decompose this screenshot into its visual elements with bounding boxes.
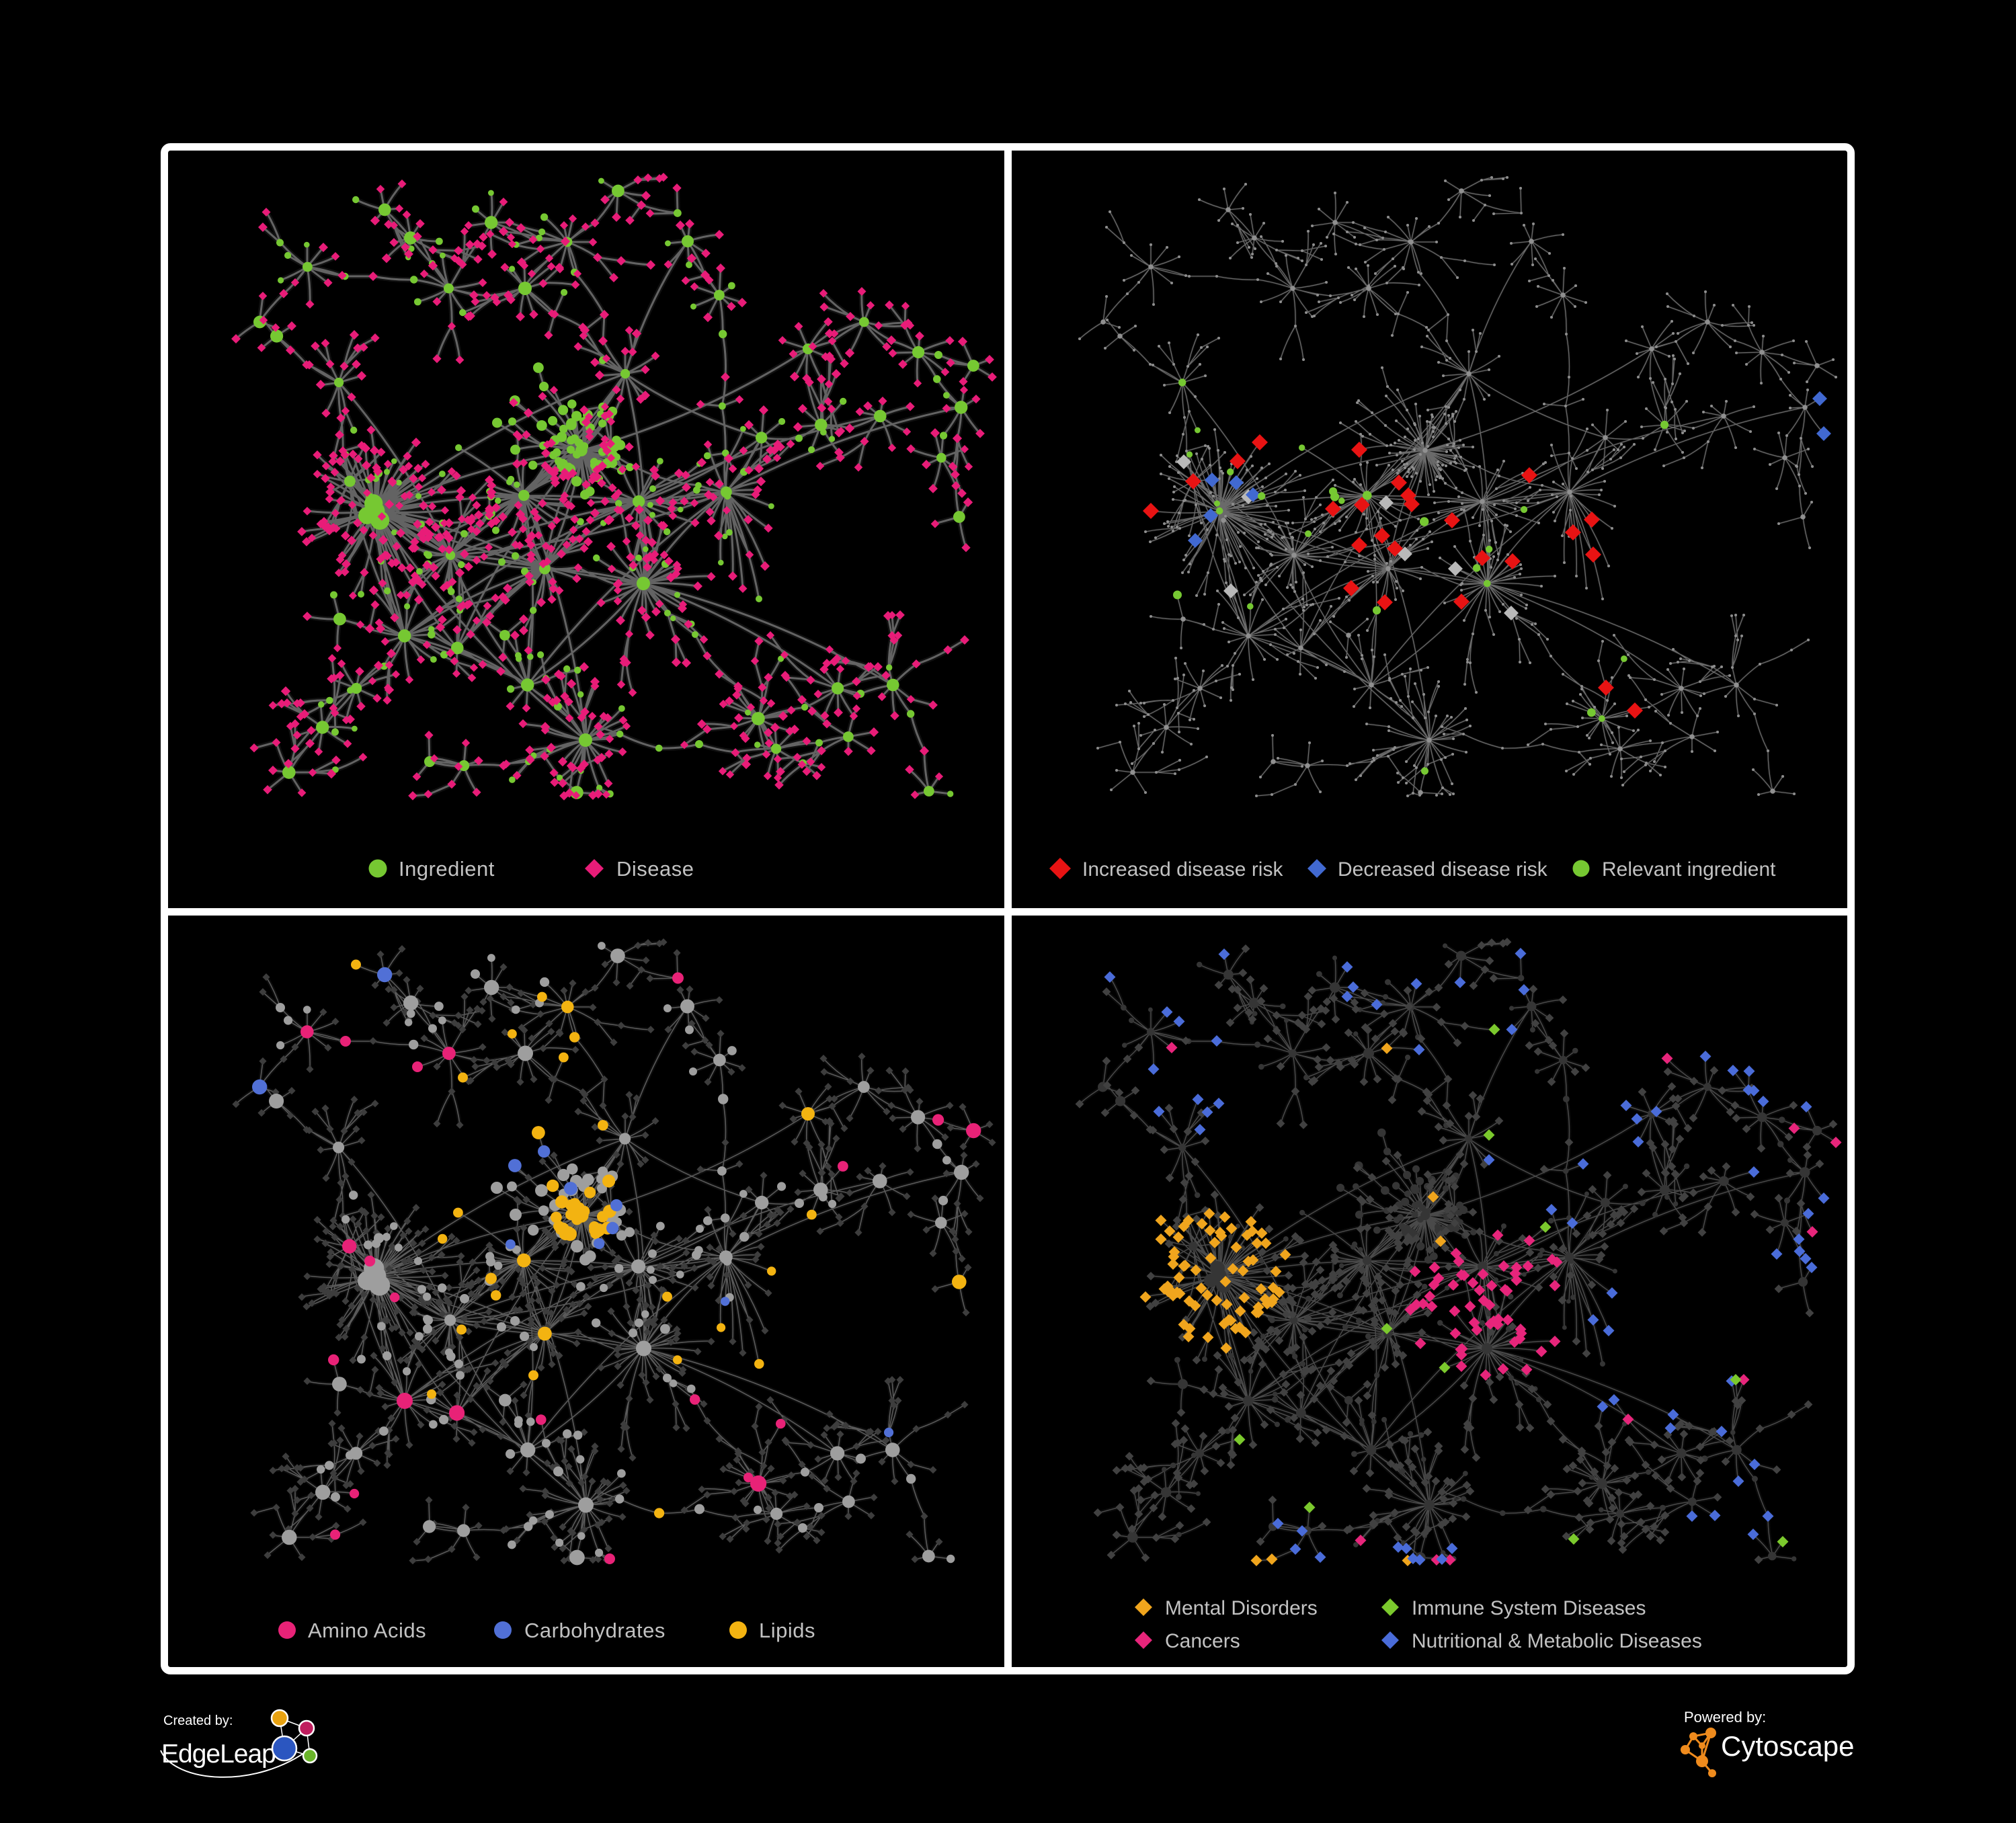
svg-text:Nutritional & Metabolic Diseas: Nutritional & Metabolic Diseases: [1412, 1630, 1702, 1652]
svg-text:Carbohydrates: Carbohydrates: [524, 1619, 666, 1642]
svg-text:Cytoscape: Cytoscape: [1721, 1730, 1854, 1762]
svg-text:Immune System Diseases: Immune System Diseases: [1412, 1597, 1646, 1619]
svg-text:Amino Acids: Amino Acids: [308, 1619, 426, 1642]
svg-text:Mental Disorders: Mental Disorders: [1165, 1597, 1318, 1619]
svg-text:Relevant ingredient: Relevant ingredient: [1602, 858, 1776, 881]
svg-text:Increased disease risk: Increased disease risk: [1082, 858, 1283, 881]
svg-text:Cancers: Cancers: [1165, 1630, 1240, 1652]
svg-text:Ingredient: Ingredient: [399, 857, 495, 881]
svg-text:Created by:: Created by:: [163, 1713, 233, 1728]
svg-text:Powered by:: Powered by:: [1684, 1709, 1766, 1726]
svg-text:Disease: Disease: [616, 857, 694, 881]
svg-text:Lipids: Lipids: [759, 1619, 815, 1642]
svg-text:EdgeLeap: EdgeLeap: [161, 1740, 276, 1769]
svg-text:Decreased disease risk: Decreased disease risk: [1338, 858, 1548, 881]
